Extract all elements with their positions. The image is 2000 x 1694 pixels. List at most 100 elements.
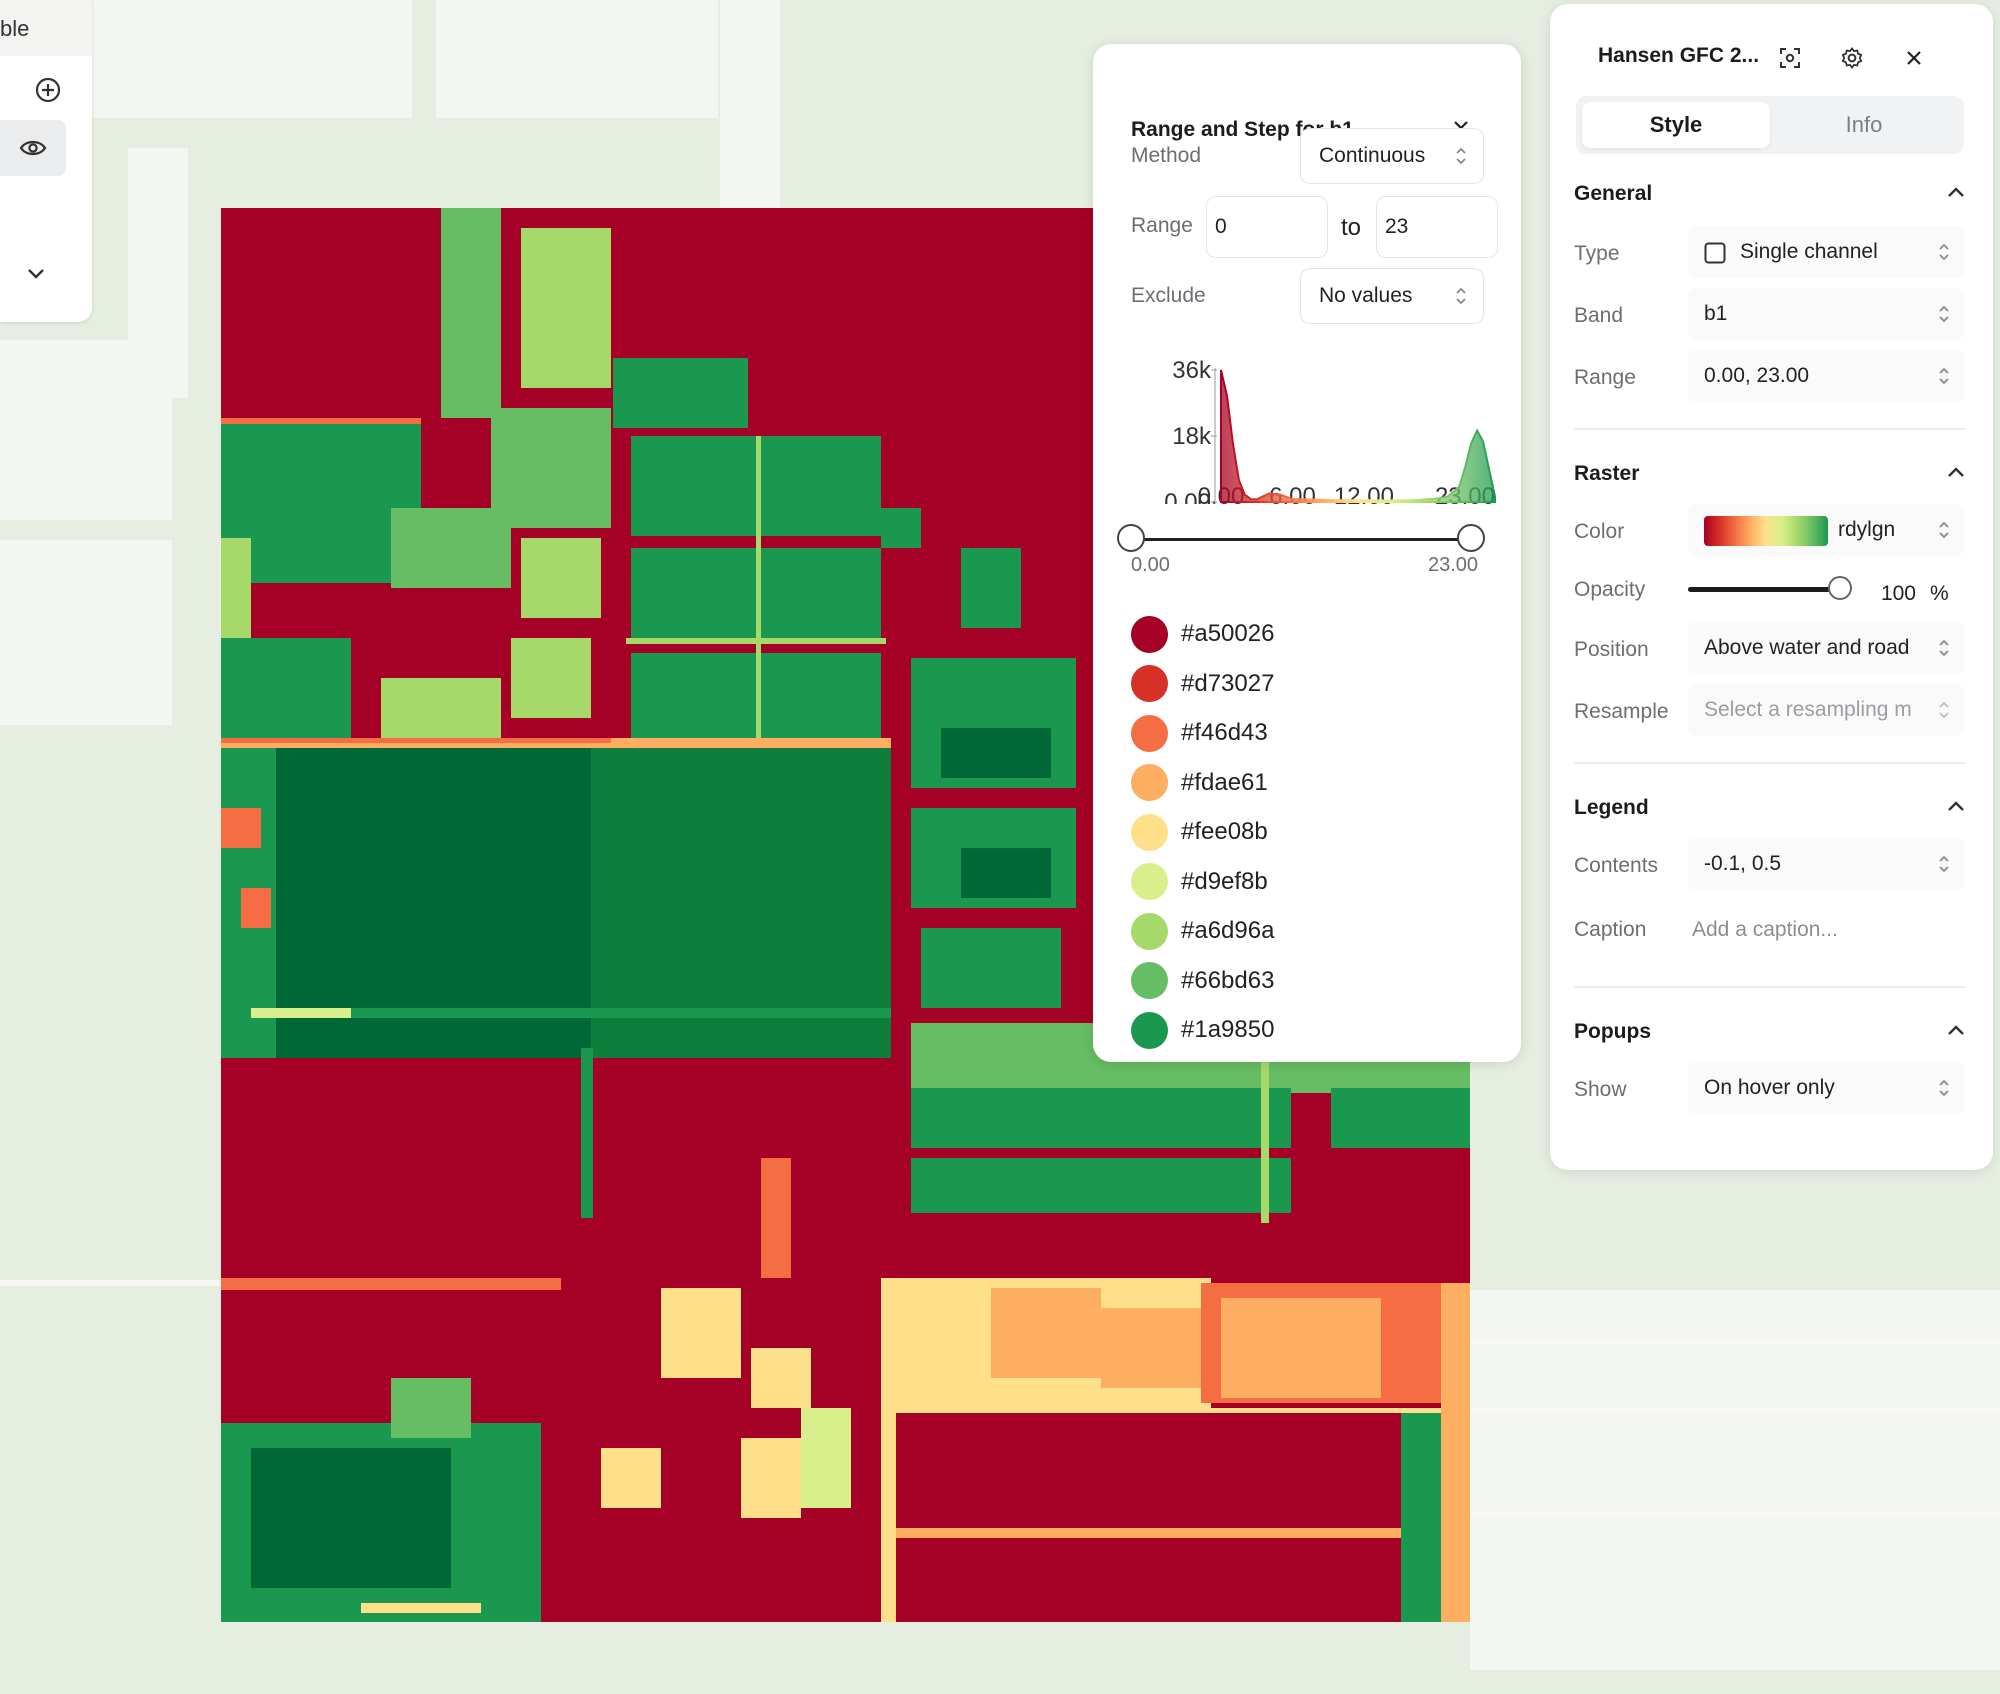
chevron-up-icon[interactable]: [1947, 800, 1965, 812]
colormap-name: rdylgn: [1838, 518, 1896, 541]
popover-title: Range and Step for b1: [1131, 118, 1354, 141]
panel-tabs: Style Info: [1576, 96, 1964, 154]
histogram-y-tick-label: 18k: [1172, 423, 1212, 450]
layer-settings-button[interactable]: [1834, 40, 1870, 76]
color-stop-item[interactable]: #a6d96a: [1131, 911, 1274, 951]
chevron-up-icon[interactable]: [1947, 186, 1965, 198]
tab-style[interactable]: Style: [1582, 102, 1770, 148]
color-swatch[interactable]: [1131, 863, 1168, 900]
band-label: Band: [1574, 304, 1624, 327]
histogram-y-tick-label: 36k: [1172, 357, 1212, 384]
resample-label: Resample: [1574, 700, 1669, 723]
slider-track: [1131, 538, 1471, 541]
color-stop-label: #66bd63: [1181, 966, 1275, 994]
opacity-label: Opacity: [1574, 578, 1646, 601]
popups-show-select[interactable]: On hover only: [1688, 1062, 1964, 1114]
caption-input[interactable]: Add a caption...: [1676, 904, 1964, 956]
section-popups-heading[interactable]: Popups: [1574, 1020, 1651, 1043]
color-stop-item[interactable]: #d9ef8b: [1131, 862, 1268, 902]
section-legend-heading[interactable]: Legend: [1574, 796, 1649, 819]
range-slider[interactable]: [1117, 522, 1485, 558]
chevron-down-icon: [28, 269, 44, 279]
color-swatch[interactable]: [1131, 665, 1168, 702]
color-stop-item[interactable]: #d73027: [1131, 664, 1274, 704]
toolbar-header: ble: [0, 0, 92, 56]
range-max-input[interactable]: 23: [1376, 196, 1498, 258]
color-stop-label: #fdae61: [1181, 768, 1268, 796]
chevron-updown-icon: [1939, 701, 1949, 719]
position-value: Above water and road: [1704, 636, 1910, 659]
opacity-track: [1688, 587, 1840, 592]
exclude-select[interactable]: No values: [1300, 268, 1484, 324]
opacity-value: 100: [1880, 582, 1916, 605]
opacity-value-field[interactable]: 100: [1868, 570, 1924, 614]
exclude-value: No values: [1319, 284, 1413, 307]
section-raster-heading[interactable]: Raster: [1574, 462, 1640, 485]
gear-icon: [1841, 47, 1863, 69]
opacity-thumb[interactable]: [1828, 576, 1852, 600]
range-min-value: 0: [1215, 215, 1227, 238]
range-step-popover: Range and Step for b1 Method Continuous …: [1093, 44, 1521, 1062]
opacity-slider[interactable]: [1688, 574, 1852, 604]
color-swatch[interactable]: [1131, 1011, 1168, 1049]
show-label: Show: [1574, 1078, 1627, 1101]
contents-select[interactable]: -0.1, 0.5: [1688, 838, 1964, 890]
caption-placeholder: Add a caption...: [1692, 918, 1838, 941]
basemap-block: [1470, 1290, 2000, 1670]
expand-toolbar-button[interactable]: [20, 258, 52, 290]
type-select[interactable]: Single channel: [1688, 226, 1964, 278]
method-select[interactable]: Continuous: [1300, 128, 1484, 184]
color-swatch[interactable]: [1131, 912, 1168, 950]
chevron-updown-icon: [1939, 243, 1949, 261]
tab-info[interactable]: Info: [1845, 112, 1883, 137]
close-panel-button[interactable]: [1896, 40, 1932, 76]
checkbox-icon: [1704, 242, 1726, 264]
slider-min-thumb[interactable]: [1117, 524, 1145, 552]
range-min-input[interactable]: 0: [1206, 196, 1328, 258]
color-stop-item[interactable]: #fdae61: [1131, 763, 1268, 803]
colormap-select[interactable]: rdylgn: [1688, 504, 1964, 556]
range-select[interactable]: 0.00, 23.00: [1688, 350, 1964, 402]
basemap-block: [92, 0, 412, 118]
slider-max-thumb[interactable]: [1457, 524, 1485, 552]
contents-value: -0.1, 0.5: [1704, 852, 1782, 875]
color-stop-label: #a6d96a: [1181, 917, 1275, 944]
contents-label: Contents: [1574, 854, 1659, 877]
color-stop-label: #d9ef8b: [1181, 867, 1268, 895]
layer-toolbar: ble: [0, 0, 92, 322]
basemap-road: [1470, 1512, 2000, 1516]
chevron-updown-icon: [1939, 639, 1949, 657]
color-stop-item[interactable]: #fee08b: [1131, 812, 1268, 852]
histogram-x-tick-label: 12.00: [1334, 483, 1394, 504]
color-swatch[interactable]: [1131, 714, 1168, 752]
divider: [1574, 762, 1966, 764]
resample-select[interactable]: Select a resampling m: [1688, 684, 1964, 736]
zoom-to-layer-button[interactable]: [1772, 40, 1808, 76]
color-stop-label: #a50026: [1181, 620, 1275, 647]
position-select[interactable]: Above water and road: [1688, 622, 1964, 674]
range-label: Range: [1131, 214, 1193, 237]
color-label: Color: [1574, 520, 1625, 543]
basemap-block: [0, 540, 172, 725]
visibility-toggle-button[interactable]: [0, 120, 66, 176]
color-swatch[interactable]: [1131, 962, 1168, 999]
color-swatch[interactable]: [1131, 764, 1168, 801]
focus-icon: [1780, 48, 1800, 68]
chevron-updown-icon: [1939, 855, 1949, 873]
color-stop-item[interactable]: #66bd63: [1131, 961, 1274, 1001]
color-swatch[interactable]: [1131, 615, 1168, 653]
chevron-up-icon[interactable]: [1947, 466, 1965, 478]
band-select[interactable]: b1: [1688, 288, 1964, 340]
color-stop-item[interactable]: #a50026: [1131, 614, 1274, 654]
section-general-heading[interactable]: General: [1574, 182, 1653, 205]
color-stop-label: #d73027: [1181, 669, 1275, 697]
chevron-up-icon[interactable]: [1947, 1024, 1965, 1036]
layer-title: Hansen GFC 2...: [1598, 44, 1760, 67]
color-stop-item[interactable]: #f46d43: [1131, 713, 1268, 753]
color-swatch[interactable]: [1131, 813, 1168, 851]
color-stop-item[interactable]: #1a9850: [1131, 1010, 1274, 1050]
chevron-updown-icon: [1939, 305, 1949, 323]
add-layer-button[interactable]: [28, 70, 68, 110]
